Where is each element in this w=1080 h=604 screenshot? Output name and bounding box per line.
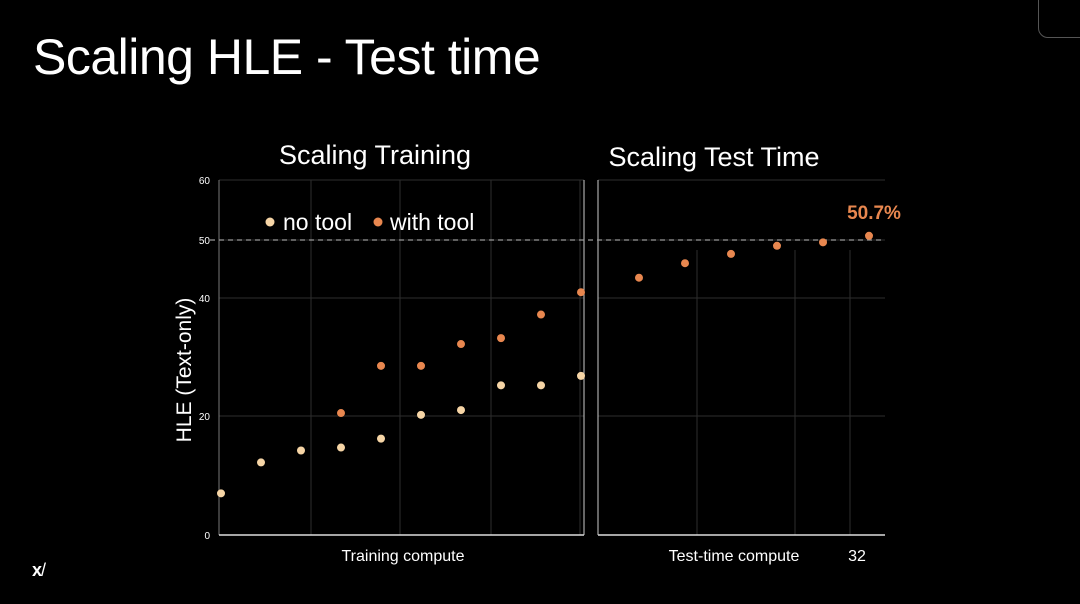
y-tick-label: 60 <box>199 176 211 187</box>
legend-no-tool-label: no tool <box>283 209 352 235</box>
point-no-tool <box>457 406 465 415</box>
point-with-tool <box>457 340 465 349</box>
x-tick-label-32: 32 <box>848 548 866 565</box>
point-no-tool <box>297 446 305 455</box>
legend-with-tool-marker <box>373 217 383 227</box>
point-with-tool <box>773 241 781 250</box>
x-axis-label-test-time: Test-time compute <box>669 548 800 565</box>
panel-title-test-time: Scaling Test Time <box>608 142 819 172</box>
annotation-50-7: 50.7% <box>847 203 901 224</box>
point-no-tool <box>217 489 225 498</box>
point-with-tool <box>417 361 425 370</box>
panel-title-training: Scaling Training <box>279 140 471 170</box>
corner-decoration <box>1038 0 1080 38</box>
point-with-tool <box>635 273 643 282</box>
point-with-tool <box>377 361 385 370</box>
point-with-tool <box>337 409 345 418</box>
point-no-tool <box>417 410 425 419</box>
slide-title: Scaling HLE - Test time <box>33 29 541 85</box>
y-tick-label: 0 <box>204 531 210 542</box>
point-with-tool <box>865 231 873 240</box>
point-no-tool <box>377 434 385 443</box>
y-tick-label: 20 <box>199 412 211 423</box>
xai-logo: x/ <box>32 560 46 580</box>
axes <box>218 180 885 536</box>
point-with-tool <box>577 288 585 297</box>
y-axis-label: HLE (Text-only) <box>173 298 196 443</box>
point-with-tool <box>537 310 545 319</box>
point-with-tool <box>681 259 689 268</box>
legend-no-tool-marker <box>265 217 275 227</box>
point-with-tool <box>819 238 827 247</box>
legend: no tool with tool <box>265 209 474 235</box>
y-tick-label: 50 <box>199 236 211 247</box>
point-with-tool <box>497 334 505 343</box>
point-no-tool <box>537 381 545 390</box>
y-tick-label: 40 <box>199 294 211 305</box>
y-tick-labels: 0 20 40 50 60 <box>199 176 211 542</box>
point-no-tool <box>497 381 505 390</box>
point-no-tool <box>337 443 345 452</box>
x-axis-label-training: Training compute <box>341 548 464 565</box>
legend-with-tool-label: with tool <box>389 209 474 235</box>
point-no-tool <box>257 458 265 467</box>
point-no-tool <box>577 371 585 380</box>
data-points <box>217 231 873 498</box>
point-with-tool <box>727 249 735 258</box>
